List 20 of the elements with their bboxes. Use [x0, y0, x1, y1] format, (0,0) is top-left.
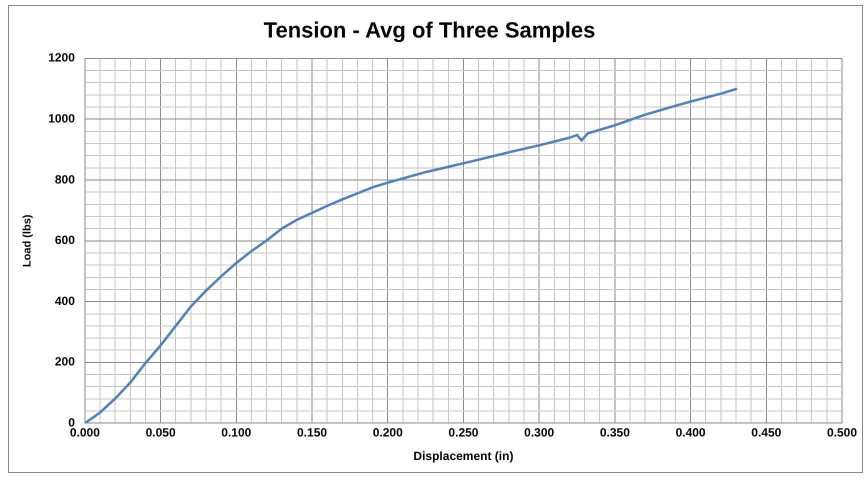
chart-title: Tension - Avg of Three Samples [264, 17, 596, 42]
x-tick-label: 0.250 [448, 426, 479, 440]
y-tick-label: 400 [54, 294, 76, 308]
y-axis-title: Load (lbs) [22, 214, 34, 268]
y-tick-label: 1200 [48, 50, 76, 65]
x-tick-label: 0.500 [826, 426, 858, 440]
x-tick-label: 0.300 [524, 426, 554, 440]
y-tick-label: 600 [54, 233, 76, 248]
x-tick-label: 0.400 [676, 426, 706, 440]
x-tick-label: 0.050 [146, 426, 176, 440]
x-tick-label: 0.350 [600, 426, 630, 440]
x-tick-label: 0.450 [751, 426, 782, 440]
y-tick-label: 800 [54, 172, 76, 186]
x-tick-label: 0.100 [221, 426, 252, 440]
x-tick-label: 0.150 [297, 426, 328, 440]
x-tick-label: 0.200 [372, 426, 404, 440]
y-tick-label: 1000 [48, 112, 76, 126]
x-tick-label: 0.000 [70, 426, 100, 440]
x-axis-title: Displacement (in) [413, 449, 514, 464]
y-tick-label: 200 [54, 354, 76, 369]
